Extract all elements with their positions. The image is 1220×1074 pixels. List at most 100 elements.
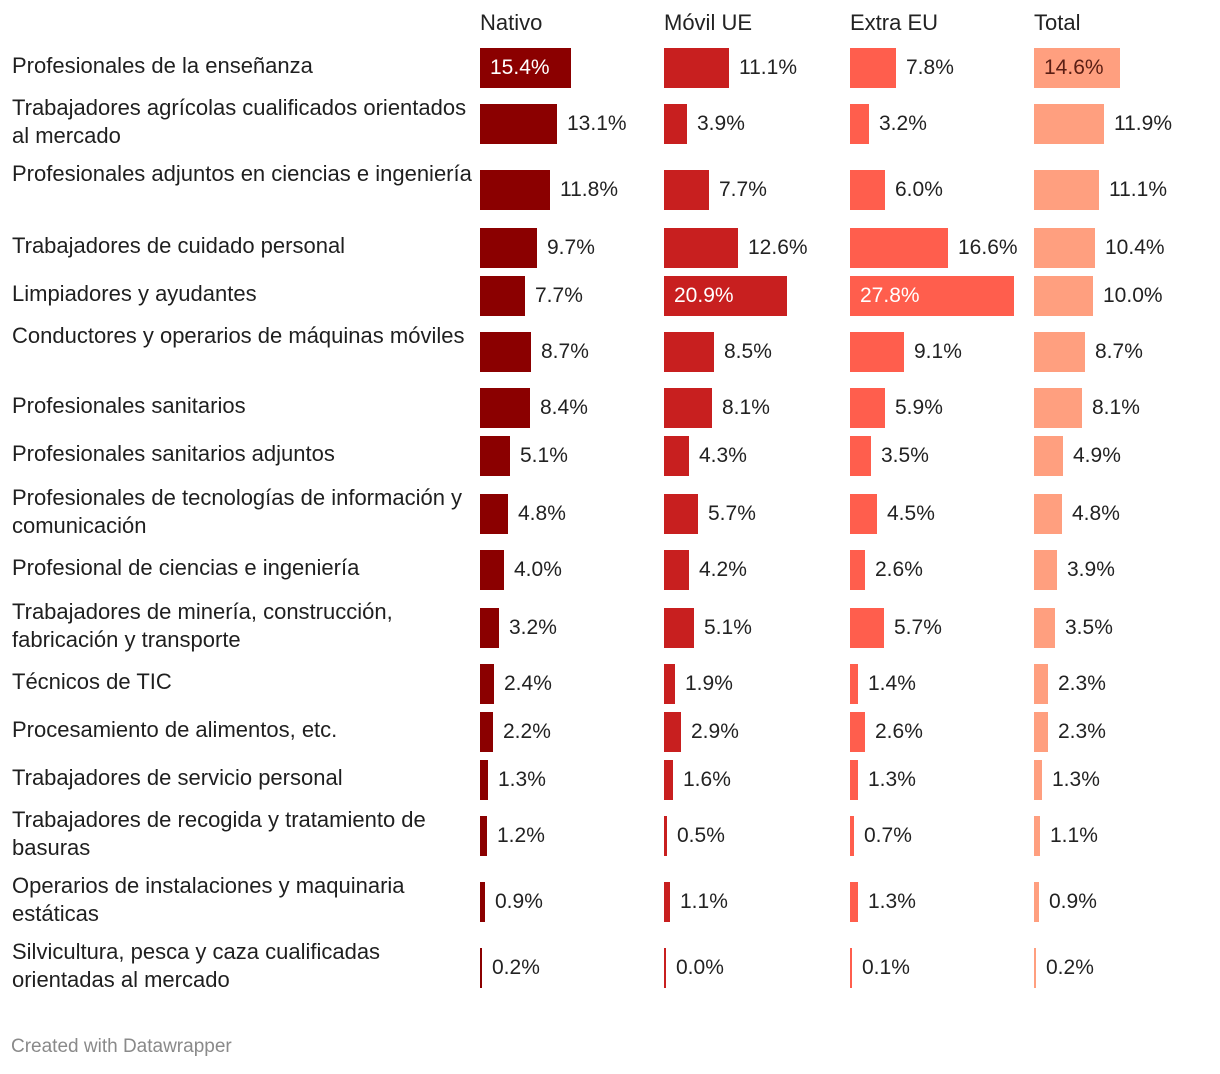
bar-0-2 xyxy=(480,170,550,210)
value-label-0-8: 4.8% xyxy=(518,502,566,525)
bar-0-9 xyxy=(480,550,504,590)
value-label-0-6: 8.4% xyxy=(540,396,588,419)
value-label-1-3: 12.6% xyxy=(748,236,808,259)
bar-1-12 xyxy=(664,712,681,752)
value-label-0-0: 15.4% xyxy=(490,56,550,79)
value-label-3-6: 8.1% xyxy=(1092,396,1140,419)
value-label-3-14: 1.1% xyxy=(1050,824,1098,847)
bar-3-4 xyxy=(1034,276,1093,316)
row-label-0: Profesionales de la enseñanza xyxy=(12,53,313,78)
row-label-4: Limpiadores y ayudantes xyxy=(12,281,257,306)
value-label-1-13: 1.6% xyxy=(683,768,731,791)
bar-0-1 xyxy=(480,104,557,144)
value-label-0-12: 2.2% xyxy=(503,720,551,743)
bar-3-13 xyxy=(1034,760,1042,800)
value-label-0-4: 7.7% xyxy=(535,284,583,307)
value-label-2-3: 16.6% xyxy=(958,236,1018,259)
bar-2-0 xyxy=(850,48,896,88)
bar-1-16 xyxy=(664,948,666,988)
value-label-3-1: 11.9% xyxy=(1114,112,1172,135)
row-label-3: Trabajadores de cuidado personal xyxy=(12,233,346,258)
value-label-2-0: 7.8% xyxy=(906,56,954,79)
bar-1-9 xyxy=(664,550,689,590)
bar-1-6 xyxy=(664,388,712,428)
value-label-1-10: 5.1% xyxy=(704,616,752,639)
value-label-1-6: 8.1% xyxy=(722,396,770,419)
bar-0-16 xyxy=(480,948,482,988)
bar-2-9 xyxy=(850,550,865,590)
value-label-3-2: 11.1% xyxy=(1109,178,1167,201)
value-label-2-9: 2.6% xyxy=(875,558,923,581)
bar-3-6 xyxy=(1034,388,1082,428)
bar-0-14 xyxy=(480,816,487,856)
bar-2-7 xyxy=(850,436,871,476)
bar-2-14 xyxy=(850,816,854,856)
value-label-0-1: 13.1% xyxy=(567,112,627,135)
bar-2-10 xyxy=(850,608,884,648)
bar-3-12 xyxy=(1034,712,1048,752)
value-label-2-6: 5.9% xyxy=(895,396,943,419)
bar-3-9 xyxy=(1034,550,1057,590)
bar-2-2 xyxy=(850,170,885,210)
value-label-3-0: 14.6% xyxy=(1044,56,1104,79)
value-label-2-1: 3.2% xyxy=(879,112,927,135)
value-label-3-15: 0.9% xyxy=(1049,890,1097,913)
row-label-7: Profesionales sanitarios adjuntos xyxy=(12,441,335,466)
bar-3-11 xyxy=(1034,664,1048,704)
column-header-3: Total xyxy=(1034,10,1081,35)
value-label-2-8: 4.5% xyxy=(887,502,935,525)
row-label-8: Profesionales de tecnologías de informac… xyxy=(12,485,463,538)
bar-0-6 xyxy=(480,388,530,428)
value-label-1-0: 11.1% xyxy=(739,56,797,79)
bar-3-7 xyxy=(1034,436,1063,476)
row-label-14: Trabajadores de recogida y tratamiento d… xyxy=(12,807,426,860)
bar-1-7 xyxy=(664,436,689,476)
bar-0-4 xyxy=(480,276,525,316)
bar-1-5 xyxy=(664,332,714,372)
value-label-0-13: 1.3% xyxy=(498,768,546,791)
value-label-3-11: 2.3% xyxy=(1058,672,1106,695)
bar-3-5 xyxy=(1034,332,1085,372)
bar-0-12 xyxy=(480,712,493,752)
bar-2-5 xyxy=(850,332,904,372)
value-label-2-15: 1.3% xyxy=(868,890,916,913)
value-label-2-16: 0.1% xyxy=(862,956,910,979)
row-label-16: Silvicultura, pesca y caza cualificadas … xyxy=(12,939,381,992)
bar-3-2 xyxy=(1034,170,1099,210)
value-label-3-9: 3.9% xyxy=(1067,558,1115,581)
value-label-2-11: 1.4% xyxy=(868,672,916,695)
value-label-3-13: 1.3% xyxy=(1052,768,1100,791)
value-label-0-3: 9.7% xyxy=(547,236,595,259)
footer-credit: Created with Datawrapper xyxy=(11,1036,232,1057)
bar-3-8 xyxy=(1034,494,1062,534)
bar-3-3 xyxy=(1034,228,1095,268)
bar-1-10 xyxy=(664,608,694,648)
bar-1-2 xyxy=(664,170,709,210)
value-label-1-8: 5.7% xyxy=(708,502,756,525)
row-label-9: Profesional de ciencias e ingeniería xyxy=(12,555,360,580)
bar-1-14 xyxy=(664,816,667,856)
value-label-0-9: 4.0% xyxy=(514,558,562,581)
bar-2-6 xyxy=(850,388,885,428)
value-label-1-9: 4.2% xyxy=(699,558,747,581)
value-label-1-12: 2.9% xyxy=(691,720,739,743)
value-label-2-14: 0.7% xyxy=(864,824,912,847)
value-label-1-1: 3.9% xyxy=(697,112,745,135)
value-label-1-14: 0.5% xyxy=(677,824,725,847)
bar-0-10 xyxy=(480,608,499,648)
value-label-1-16: 0.0% xyxy=(676,956,724,979)
bar-1-8 xyxy=(664,494,698,534)
bar-2-1 xyxy=(850,104,869,144)
row-label-5: Conductores y operarios de máquinas móvi… xyxy=(12,323,465,348)
value-label-2-13: 1.3% xyxy=(868,768,916,791)
row-label-10: Trabajadores de minería, construcción, f… xyxy=(12,599,393,652)
value-label-2-2: 6.0% xyxy=(895,178,943,201)
column-header-1: Móvil UE xyxy=(664,10,753,35)
value-label-2-12: 2.6% xyxy=(875,720,923,743)
value-label-2-4: 27.8% xyxy=(860,284,920,307)
value-label-1-11: 1.9% xyxy=(685,672,733,695)
bar-1-4 xyxy=(664,276,787,316)
row-label-6: Profesionales sanitarios xyxy=(12,393,246,418)
bar-0-0 xyxy=(480,48,571,88)
